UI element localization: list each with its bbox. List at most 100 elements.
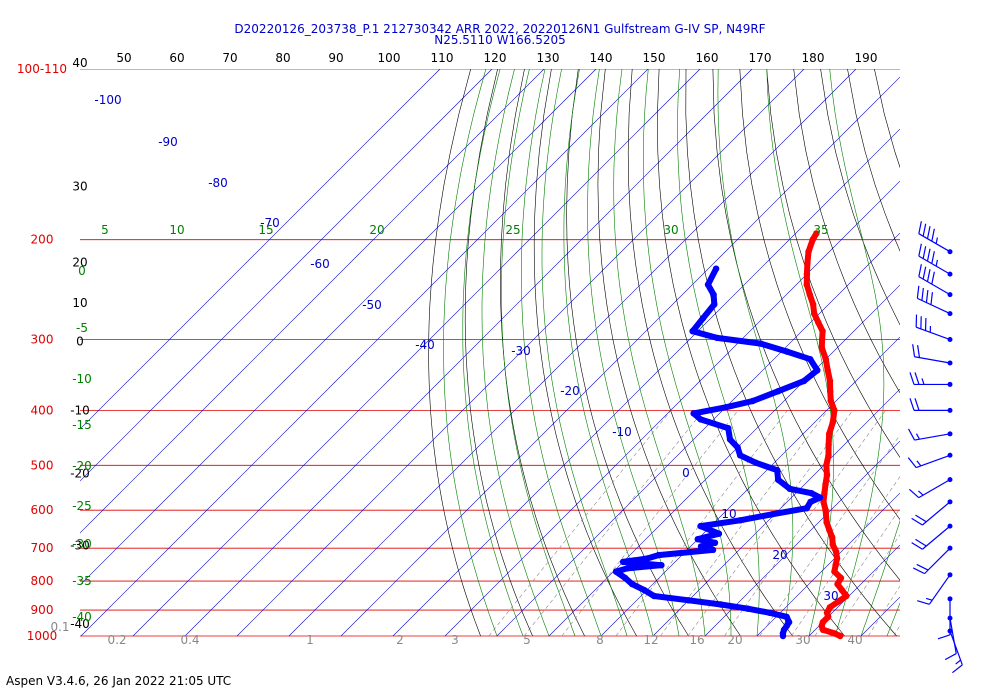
top-temp-label: 130 (537, 51, 560, 65)
mixing-ratio-label: 8 (596, 633, 604, 647)
top-temp-label: 70 (222, 51, 237, 65)
isotherm-label: -60 (310, 257, 330, 271)
dewpoint-point (722, 404, 729, 411)
height-label: -10 (70, 403, 90, 417)
temperature-point (819, 328, 826, 335)
dry-adiabat-line (428, 69, 481, 637)
isotherm-line (80, 69, 597, 586)
top-temp-label: 160 (696, 51, 719, 65)
top-temp-label: 120 (484, 51, 507, 65)
moist-adiabat-line (443, 69, 498, 637)
wind-barb (907, 452, 953, 469)
dry-adiabat-line (847, 69, 900, 252)
dry-adiabat-line (464, 69, 533, 637)
footer-version: Aspen V3.4.6, 26 Jan 2022 21:05 UTC (6, 674, 232, 688)
chart-subtitle: N25.5110 W166.5205 (434, 33, 566, 47)
mixing-ratio-label: 1 (306, 633, 314, 647)
dewpoint-point (713, 334, 721, 342)
dewpoint-point (622, 574, 629, 582)
temperature-point (821, 490, 828, 497)
wind-barb (916, 285, 953, 317)
mixing-ratio-label: 5 (523, 633, 531, 647)
dewpoint-point (699, 314, 707, 322)
temperature-point (822, 481, 829, 488)
temperature-point (811, 310, 818, 317)
moist-adiabat-label: -15 (72, 418, 92, 432)
mixing-ratio-label: 20 (727, 633, 742, 647)
dewpoint-point (814, 367, 821, 374)
dry-adiabat-line (901, 69, 1000, 636)
wind-barb (918, 264, 953, 298)
moist-adiabat-line (677, 69, 760, 637)
temperature-point (826, 526, 833, 534)
mixing-ratio-line (868, 585, 900, 637)
temperature-point (805, 248, 812, 255)
moist-adiabat-line (462, 69, 524, 637)
wind-barb (908, 477, 953, 499)
top-temp-label: 180 (802, 51, 825, 65)
isotherm-label: -10 (612, 425, 632, 439)
dewpoint-point (697, 416, 704, 423)
temperature-point (831, 630, 839, 637)
moist-adiabat-label: -20 (72, 459, 92, 473)
temperature-point (804, 260, 811, 267)
dewpoint-point (757, 340, 764, 347)
isotherm-line (340, 76, 900, 637)
mixing-ratio-line (814, 507, 900, 637)
temperature-point (806, 291, 813, 298)
top-temp-label: 80 (275, 51, 290, 65)
dewpoint-point (711, 301, 718, 308)
moist-adiabat-line (913, 69, 1000, 636)
dewpoint-point (644, 555, 651, 562)
dry-adiabat-line (739, 69, 900, 521)
top-temp-label: 190 (855, 51, 878, 65)
series-layer (612, 230, 850, 640)
moist-adiabat-label: -40 (72, 610, 92, 624)
isotherm-label: -40 (415, 338, 435, 352)
moist-adiabat-label: -25 (72, 499, 92, 513)
mixing-ratio-line (724, 410, 886, 637)
temperature-point (818, 344, 825, 351)
wind-barb (912, 545, 953, 575)
pressure-label: 300 (31, 333, 54, 347)
dewpoint-point (736, 452, 744, 459)
isotherm-line (652, 388, 900, 637)
dry-adiabat-line (533, 69, 637, 637)
isotherm-label: -50 (362, 298, 382, 312)
mixing-ratio-label: 40 (847, 633, 862, 647)
dewpoint-point (689, 328, 696, 335)
wind-barb (917, 572, 953, 605)
dry-adiabat-line (982, 69, 1000, 636)
moist-adiabat-label: -10 (72, 372, 92, 386)
top-temp-label: 140 (590, 51, 613, 65)
dewpoint-point (697, 543, 705, 550)
top-temp-label: 170 (749, 51, 772, 65)
moist-adiabat-label: -5 (76, 321, 88, 335)
isotherm-line (132, 69, 701, 637)
temperature-point (813, 230, 820, 237)
dewpoint-point (749, 397, 756, 405)
temperature-point (833, 555, 841, 562)
dewpoint-point (807, 498, 814, 506)
moist-adiabat-line (520, 69, 602, 637)
isotherm-line (913, 69, 1000, 636)
pressure-label: 500 (31, 458, 54, 472)
temperature-point (827, 397, 834, 405)
dewpoint-point (774, 476, 782, 483)
isotherm-line (184, 69, 753, 637)
dewpoint-point (641, 586, 648, 594)
dewpoint-point (623, 565, 631, 572)
isotherm-line (600, 336, 900, 637)
dry-adiabat-line (766, 69, 900, 458)
dewpoint-point (783, 348, 790, 355)
temperature-point (834, 598, 842, 605)
temperature-point (826, 377, 834, 385)
temperature-point (838, 586, 846, 594)
temperature-point (819, 618, 827, 626)
mixing-ratio-label: 30 (795, 633, 810, 647)
moist-adiabat-line (587, 69, 680, 637)
temperature-point (822, 507, 829, 514)
isotherm-label: -20 (560, 384, 580, 398)
dewpoint-point (628, 580, 636, 588)
dewpoint-point (736, 517, 744, 524)
